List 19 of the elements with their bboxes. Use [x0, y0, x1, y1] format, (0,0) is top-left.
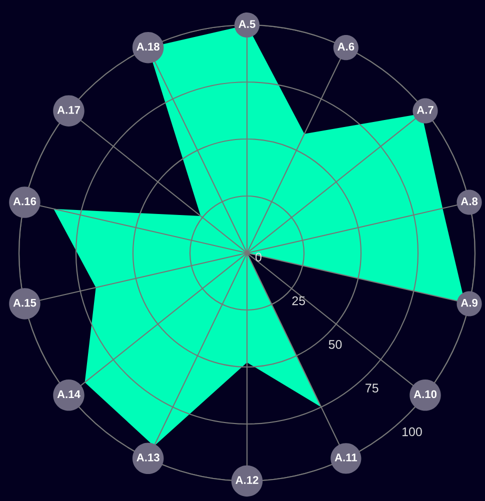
spoke-label: A.17: [57, 106, 80, 114]
spoke-label: A.12: [236, 476, 258, 484]
spoke-label: A.6: [338, 42, 354, 51]
y-tick-label: 25: [292, 296, 306, 306]
spoke-label: A.18: [136, 42, 160, 51]
y-tick-label: 100: [402, 427, 422, 436]
spoke-label: A.7: [416, 106, 434, 114]
spoke-label: A.15: [13, 298, 36, 307]
spoke-label: A.11: [334, 454, 358, 462]
spoke-label: A.13: [136, 454, 160, 462]
spoke-label: A.16: [13, 197, 36, 206]
spoke-label: A.10: [414, 390, 437, 398]
spoke-label: A.14: [57, 390, 80, 398]
y-tick-label: 75: [366, 384, 378, 393]
y-tick-label: 50: [328, 340, 342, 349]
y-tick-label: 0: [255, 252, 262, 262]
spoke-label: A.8: [460, 197, 478, 206]
spoke-label: A.9: [460, 298, 478, 307]
spoke-label: A.5: [238, 20, 256, 28]
